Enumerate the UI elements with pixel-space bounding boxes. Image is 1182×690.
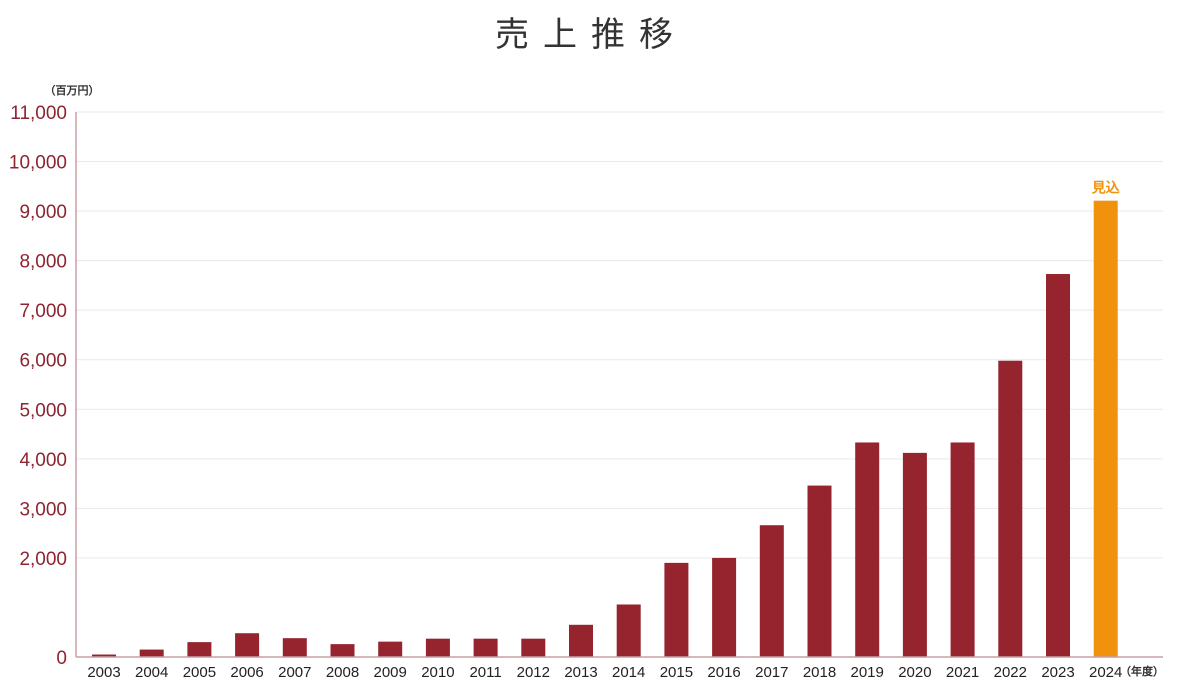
y-tick-label: 4,000 — [19, 450, 67, 471]
y-axis-unit-label: （百万円） — [45, 84, 100, 97]
bar-2017 — [759, 525, 784, 657]
y-tick-label: 2,000 — [19, 549, 67, 570]
x-tick-label: 2019 — [851, 664, 884, 681]
bar-annotation: 見込 — [1091, 180, 1120, 196]
bar-2022 — [998, 360, 1023, 657]
bar-2004 — [139, 649, 164, 657]
x-tick-label: 2004 — [135, 664, 168, 681]
bar-2013 — [569, 624, 593, 657]
bar-2014 — [616, 604, 641, 657]
bar-2008 — [330, 644, 355, 657]
x-tick-label: 2012 — [517, 664, 550, 681]
bar-2003 — [92, 654, 116, 657]
bars: 見込 — [92, 180, 1120, 657]
bar-2010 — [425, 638, 450, 657]
y-tick-label: 3,000 — [19, 499, 67, 520]
x-tick-label: 2003 — [87, 664, 120, 681]
y-tick-label: 9,000 — [19, 202, 67, 223]
x-tick-label: 2010 — [421, 664, 454, 681]
x-tick-label: 2011 — [469, 664, 501, 681]
y-axis-ticks: 0 2,000 3,000 4,000 5,000 6,000 7,000 8,000 9,00… — [9, 103, 67, 669]
y-tick-label: 8,000 — [19, 252, 67, 273]
x-tick-label: 2021 — [946, 664, 979, 681]
bar-2006 — [235, 633, 260, 657]
bar-2011 — [473, 638, 498, 657]
x-tick-label: 2016 — [707, 664, 740, 681]
x-tick-label: 2006 — [230, 664, 263, 681]
x-tick-label: 2015 — [660, 664, 693, 681]
bar-2007 — [282, 638, 307, 657]
x-tick-label: 2005 — [183, 664, 216, 681]
chart-title: 売上推移 — [495, 15, 687, 55]
x-tick-label: 2022 — [994, 664, 1027, 681]
bar-2015 — [664, 562, 689, 657]
x-tick-label: 2017 — [755, 664, 788, 681]
y-tick-label: 5,000 — [19, 400, 67, 421]
y-tick-label: 0 — [56, 648, 67, 669]
x-tick-label: 2009 — [374, 664, 407, 681]
bar-2016 — [712, 557, 737, 657]
x-axis-unit-label: （年度） — [1120, 664, 1164, 678]
bar-2019 — [855, 442, 880, 657]
bar-2023 — [1046, 274, 1070, 657]
bar-2009 — [378, 641, 403, 657]
x-tick-label: 2013 — [564, 664, 597, 681]
x-tick-label: 2024 — [1089, 664, 1122, 681]
x-tick-label: 2018 — [803, 664, 836, 681]
x-tick-label: 2023 — [1041, 664, 1074, 681]
grid-lines — [76, 111, 1163, 559]
x-tick-label: 2014 — [612, 664, 645, 681]
y-tick-label: 10,000 — [9, 153, 67, 174]
bar-2020 — [902, 452, 927, 657]
bar-2012 — [521, 638, 546, 657]
x-axis-ticks: 2003 2004 2005 2006 2007 2008 2009 2010 2011 2012… — [87, 664, 1122, 681]
y-tick-label: 11,000 — [10, 103, 67, 124]
x-tick-label: 2007 — [278, 664, 311, 681]
bar-2005 — [187, 642, 212, 657]
x-tick-label: 2008 — [326, 664, 359, 681]
y-tick-label: 7,000 — [19, 301, 67, 322]
x-tick-label: 2020 — [898, 664, 931, 681]
bar-2021 — [950, 442, 975, 657]
bar-2024 — [1093, 200, 1118, 657]
y-tick-label: 6,000 — [19, 351, 67, 372]
bar-2018 — [807, 485, 832, 657]
